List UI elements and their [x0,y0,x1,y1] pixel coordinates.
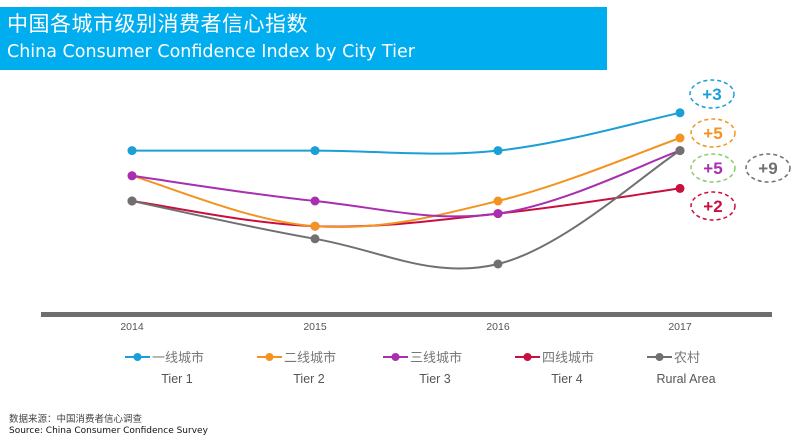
data-point-tier-1-2017 [675,108,685,118]
series-points [127,108,685,269]
data-point-tier-2-2017 [675,133,685,143]
series-lines [131,111,681,270]
title-bar: 中国各城市级别消费者信心指数 China Consumer Confidence… [0,7,607,70]
data-point-tier-1-2014 [127,146,137,156]
series-line-tier-2 [131,137,681,229]
data-point-rural-area-2014 [127,196,137,206]
data-point-tier-3-2015 [310,196,320,206]
legend-item-tier-4: 四线城市 Tier 4 [515,350,594,386]
change-annotations: +3 +5 +5 +2 +9 [689,79,791,221]
legend-label-en: Tier 1 [161,372,193,386]
series-line-tier-1 [131,111,681,155]
data-point-tier-2-2015 [310,221,320,231]
data-point-rural-area-2017 [675,146,685,156]
series-line-tier-4 [131,187,681,228]
legend-label-en: Tier 4 [551,372,583,386]
data-point-tier-1-2016 [493,146,503,156]
data-point-tier-1-2015 [310,146,320,156]
annotation-ellipse [690,153,736,183]
x-tick-label: 2015 [303,321,327,333]
change-annotation-tier-1: +3 [689,79,735,109]
series-line-rural-area [131,149,681,270]
x-tick-label: 2014 [120,321,144,333]
x-tick-label: 2017 [668,321,692,333]
x-axis-line [41,312,772,317]
data-point-tier-4-2017 [675,183,685,193]
chart-title-zh: 中国各城市级别消费者信心指数 [7,12,308,36]
data-point-tier-2-2016 [493,196,503,206]
source-note-zh: 数据来源：中国消费者信心调查 [9,414,143,425]
legend-label-zh: 二线城市 [284,350,336,366]
legend-label-en: Tier 3 [419,372,451,386]
data-point-rural-area-2015 [310,234,320,244]
data-point-tier-3-2014 [127,171,137,181]
series-line-tier-3 [131,149,681,218]
legend-swatch-marker [655,353,664,361]
legend-swatch-marker [391,353,400,361]
annotation-label: +9 [758,159,777,178]
annotation-ellipse [690,118,736,148]
legend-item-tier-3: 三线城市 Tier 3 [383,350,462,386]
legend-label-en: Tier 2 [293,372,325,386]
chart-title-en: China Consumer Confidence Index by City … [7,42,415,62]
legend-item-tier-1: 一线城市 Tier 1 [125,350,204,386]
legend-swatch-marker [523,353,532,361]
annotation-label: +3 [702,85,721,104]
annotation-ellipse [690,191,736,221]
annotation-ellipse [689,79,735,109]
legend-item-tier-2: 二线城市 Tier 2 [257,350,336,386]
legend-item-rural-area: 农村 Rural Area [647,351,716,386]
data-point-rural-area-2016 [493,259,503,269]
annotation-label: +2 [703,197,722,216]
change-annotation-tier-4: +2 [690,191,736,221]
legend: 一线城市 Tier 1 二线城市 Tier 2 三线城市 Tier 3 四线城市 Tier 4… [125,350,716,386]
legend-swatch-marker [133,353,142,361]
legend-label-zh: 一线城市 [152,350,204,366]
change-annotation-tier-2: +5 [690,118,736,148]
legend-label-zh: 农村 [674,351,700,366]
x-tick-label: 2016 [486,321,510,333]
annotation-label: +5 [703,159,722,178]
annotation-label: +5 [703,124,722,143]
annotation-ellipse [745,153,791,183]
change-annotation-rural-area: +9 [745,153,791,183]
x-tick-labels: 2014 2015 2016 2017 [120,321,692,333]
legend-label-en: Rural Area [656,372,715,386]
legend-label-zh: 四线城市 [542,350,594,366]
source-note-en: Source: China Consumer Confidence Survey [9,426,208,436]
legend-label-zh: 三线城市 [410,350,462,366]
data-point-tier-3-2016 [493,209,503,219]
legend-swatch-marker [265,353,274,361]
change-annotation-tier-3: +5 [690,153,736,183]
